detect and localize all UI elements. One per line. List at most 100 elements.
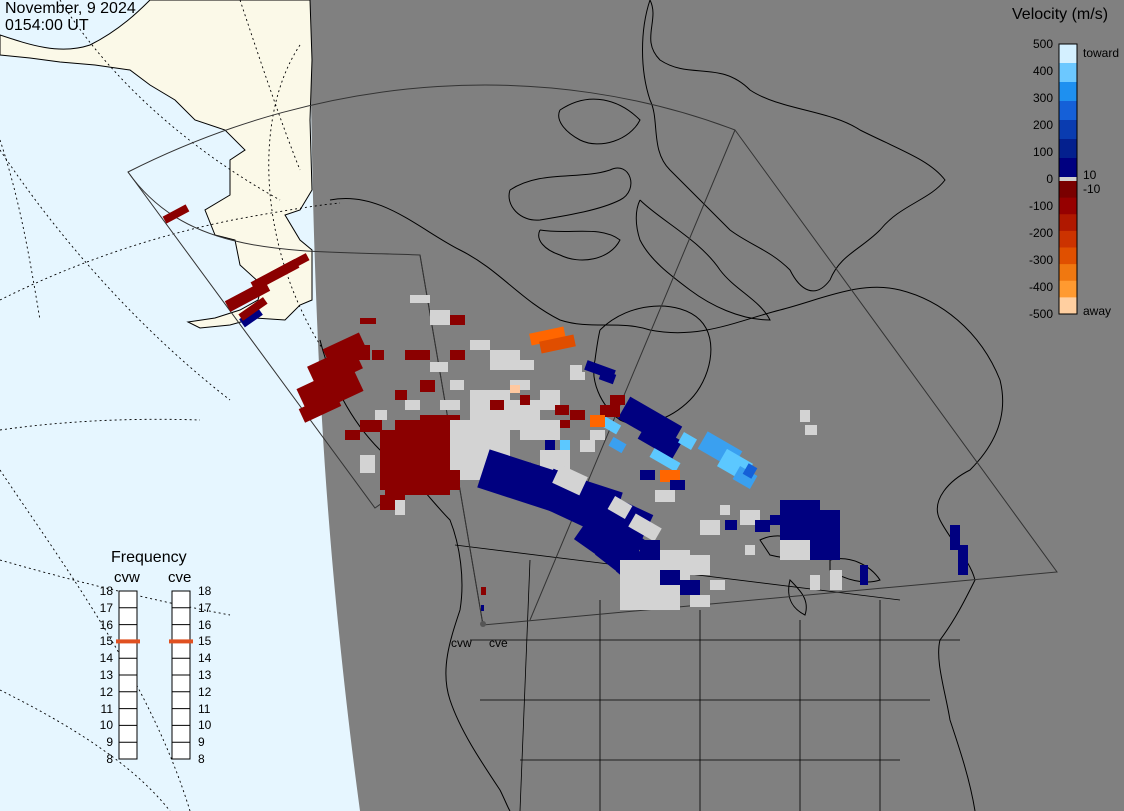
map-radar-label-cvw: cvw (451, 636, 472, 650)
colorbar-segment-toward (1059, 139, 1077, 159)
frequency-scale-label-left: 10 (99, 718, 113, 733)
velocity-cell (570, 365, 582, 375)
frequency-marker (116, 639, 140, 644)
velocity-cell (510, 385, 520, 393)
night-shading (310, 0, 1124, 811)
colorbar-tick-label: 400 (1032, 64, 1053, 78)
colorbar-segment-away (1059, 264, 1077, 282)
frequency-scale-label-left: 8 (106, 752, 113, 766)
velocity-cell (640, 540, 660, 560)
date-label: November, 9 2024 (5, 0, 136, 17)
frequency-scale-label-right: 10 (198, 718, 212, 733)
velocity-cell (555, 405, 569, 415)
frequency-scale-label-left: 13 (99, 668, 113, 682)
colorbar-segment-away (1059, 230, 1077, 248)
velocity-cell (570, 372, 585, 380)
colorbar-segment-away (1059, 197, 1077, 215)
lat-lon-grid (0, 0, 341, 811)
velocity-cell (540, 450, 570, 470)
velocity-cell (520, 395, 530, 405)
frequency-scale-label-right: 13 (198, 668, 212, 682)
velocity-cell (360, 420, 382, 432)
colorbar-segment-away (1059, 214, 1077, 232)
colorbar-segment-toward (1059, 101, 1077, 121)
colorbar-tick-label: 300 (1032, 91, 1053, 105)
velocity-cell (239, 306, 263, 328)
frequency-scale-label-left: 16 (99, 617, 113, 632)
colorbar-inner-tick-label: 10 (1083, 168, 1097, 182)
frequency-scale-label-left: 15 (99, 634, 113, 649)
velocity-cell (680, 580, 700, 595)
velocity-cell (450, 350, 465, 360)
colorbar-tick-label: -200 (1028, 226, 1053, 240)
velocity-cell (520, 420, 560, 440)
velocity-cell (607, 496, 633, 519)
velocity-cell (710, 580, 725, 590)
velocity-cell (520, 360, 534, 370)
velocity-cell (660, 570, 680, 585)
colorbar-tick-label: -500 (1028, 307, 1053, 321)
velocity-cell (690, 595, 710, 607)
colorbar-segment-away (1059, 280, 1077, 298)
frequency-scale-label-right: 11 (198, 701, 211, 716)
velocity-cell (640, 470, 655, 480)
velocity-cell (810, 575, 820, 590)
colorbar-segment-toward (1059, 158, 1077, 178)
velocity-cell (322, 332, 368, 368)
velocity-cell (590, 430, 605, 440)
velocity-cell (162, 204, 190, 224)
velocity-cell (360, 318, 376, 324)
velocity-cell (800, 410, 810, 422)
colorbar-frame (1058, 43, 1078, 315)
velocity-cell (552, 464, 588, 496)
frequency-scale-label-right: 9 (198, 735, 205, 750)
velocity-cell (655, 490, 675, 502)
velocity-cell (745, 545, 755, 555)
velocity-cell (678, 432, 697, 450)
velocity-cell (470, 340, 490, 350)
colorbar-segment-toward (1059, 82, 1077, 102)
velocity-cell (410, 295, 430, 303)
frequency-scale-label-left: 9 (106, 735, 113, 750)
velocity-cell (375, 410, 387, 420)
velocity-cell (637, 421, 683, 459)
frequency-title: Frequency (111, 549, 187, 566)
velocity-cell (590, 415, 605, 427)
velocity-cell (958, 545, 968, 575)
velocity-cell (700, 520, 720, 535)
colorbar-tick-label: 0 (1046, 172, 1053, 186)
frequency-scale-label-right: 16 (198, 617, 212, 632)
velocity-cells (162, 204, 968, 610)
frequency-scale-label-left: 11 (100, 701, 113, 716)
colorbar-tick-label: 200 (1032, 118, 1053, 132)
velocity-cell (440, 400, 460, 410)
frequency-scale-label-right: 12 (198, 684, 212, 699)
frequency-scale-label-left: 12 (99, 684, 113, 699)
velocity-cell (770, 515, 780, 525)
velocity-cell (600, 405, 620, 417)
colorbar-tick-label: -400 (1028, 280, 1053, 294)
velocity-cell (805, 425, 817, 435)
velocity-cell (350, 345, 370, 360)
velocity-cell (372, 350, 384, 360)
colorbar-segment-away (1059, 181, 1077, 199)
velocity-cell (725, 520, 737, 530)
colorbar-segment-toward (1059, 63, 1077, 83)
velocity-cell (450, 315, 465, 325)
velocity-cell (450, 380, 464, 390)
colorbar-zero-band (1059, 177, 1077, 181)
frequency-scale-label-right: 18 (198, 584, 212, 598)
velocity-cell (298, 392, 342, 423)
velocity-cell (360, 455, 375, 473)
velocity-cell (345, 430, 360, 440)
frequency-radar-label-cve: cve (168, 569, 192, 586)
colorbar-inner-tick-label: -10 (1083, 182, 1101, 196)
colorbar-segment-away (1059, 247, 1077, 265)
time-label: 0154:00 UT (5, 17, 89, 34)
map-radar-label-cve: cve (489, 636, 508, 650)
colorbar-away-label: away (1083, 304, 1112, 318)
velocity-cell (539, 334, 576, 354)
velocity-cell (755, 520, 770, 532)
